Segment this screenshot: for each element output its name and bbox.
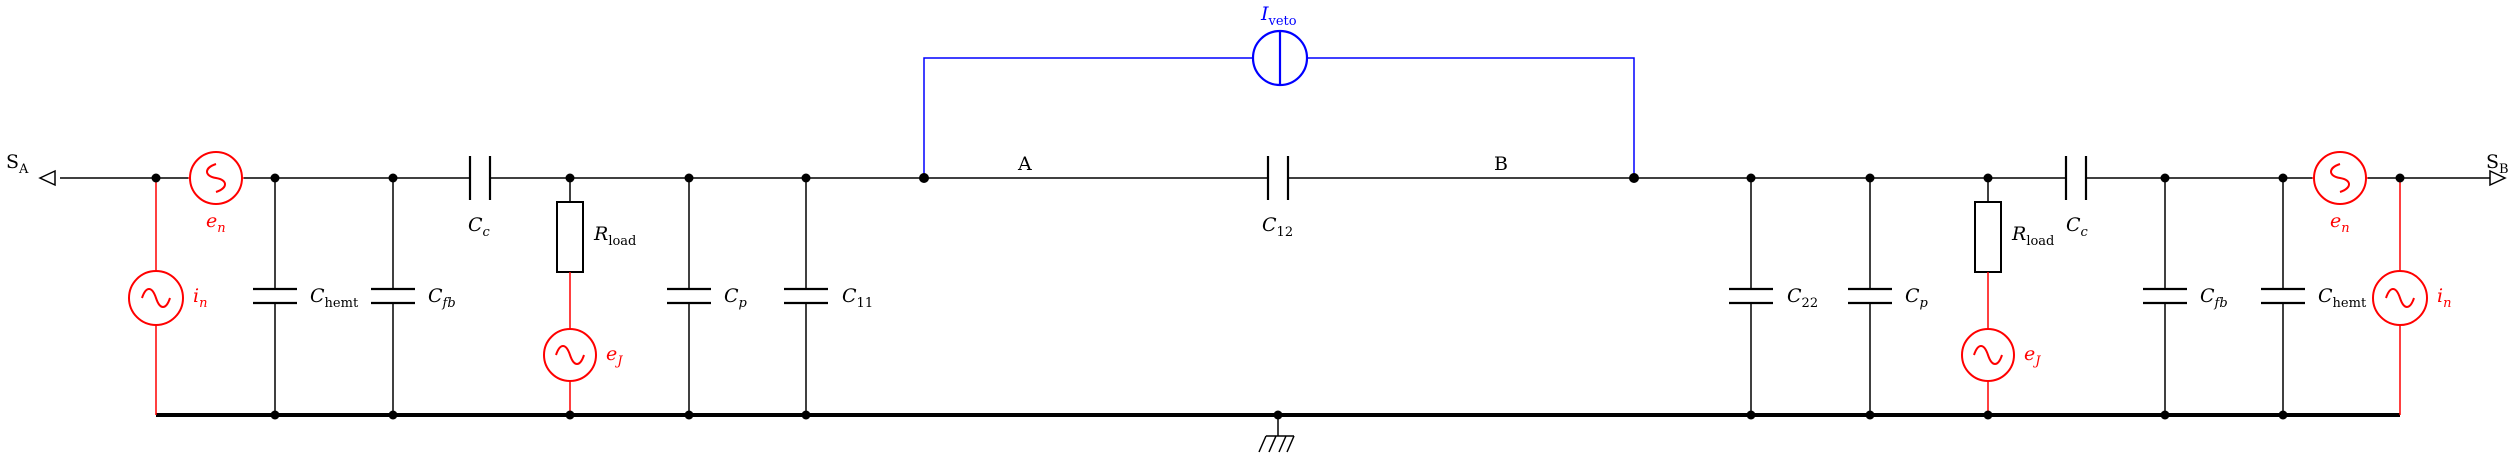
ground-icon — [1258, 435, 1295, 453]
johnson-noise-source-ej-left — [543, 328, 597, 382]
label-chemt-right: Chemt — [2318, 285, 2367, 311]
johnson-noise-source-ej-right — [1961, 328, 2015, 382]
port-label-right: SB — [2486, 151, 2509, 177]
label-c12: C12 — [1262, 214, 1293, 240]
label-c22: C22 — [1787, 285, 1818, 311]
label-ej-right: eJ — [2024, 343, 2041, 369]
label-chemt-left: Chemt — [310, 285, 359, 311]
label-cc-right: Cc — [2066, 214, 2089, 240]
wiring — [60, 177, 2490, 436]
resistor-rload-right — [1974, 201, 2002, 273]
label-rload-right: Rload — [2011, 223, 2054, 249]
veto-wiring — [923, 57, 1635, 178]
veto-junctions — [919, 173, 1639, 183]
label-ej-left: eJ — [606, 343, 623, 369]
port-arrow-left-icon — [38, 169, 56, 187]
node-label-b: B — [1494, 153, 1508, 175]
label-cp-left: Cp — [724, 285, 748, 311]
label-cp-right: Cp — [1905, 285, 1929, 311]
current-noise-source-in-right — [2372, 270, 2428, 326]
junction-dots — [151, 173, 2405, 420]
current-noise-source-in-left — [128, 270, 184, 326]
label-cfb-right: Cfb — [2200, 285, 2228, 311]
label-in-left: in — [193, 285, 207, 311]
label-in-right: in — [2437, 285, 2451, 311]
veto-current-source — [1251, 29, 1309, 87]
voltage-noise-source-en-right — [2313, 151, 2367, 205]
resistor-rload-left — [556, 201, 584, 273]
label-cc-left: Cc — [468, 214, 491, 240]
noise-wiring — [155, 177, 2401, 415]
label-en-right: en — [2330, 210, 2350, 236]
port-label-left: SA — [6, 151, 29, 177]
label-en-left: en — [206, 210, 226, 236]
veto-label: Iveto — [1260, 3, 1297, 29]
node-label-a: A — [1017, 153, 1032, 175]
capacitor-plates — [253, 156, 2305, 305]
label-cfb-left: Cfb — [428, 285, 456, 311]
voltage-noise-source-en-left — [189, 151, 243, 205]
port-arrow-right-icon — [2489, 169, 2507, 187]
label-rload-left: Rload — [593, 223, 636, 249]
label-c11: C11 — [842, 285, 873, 311]
